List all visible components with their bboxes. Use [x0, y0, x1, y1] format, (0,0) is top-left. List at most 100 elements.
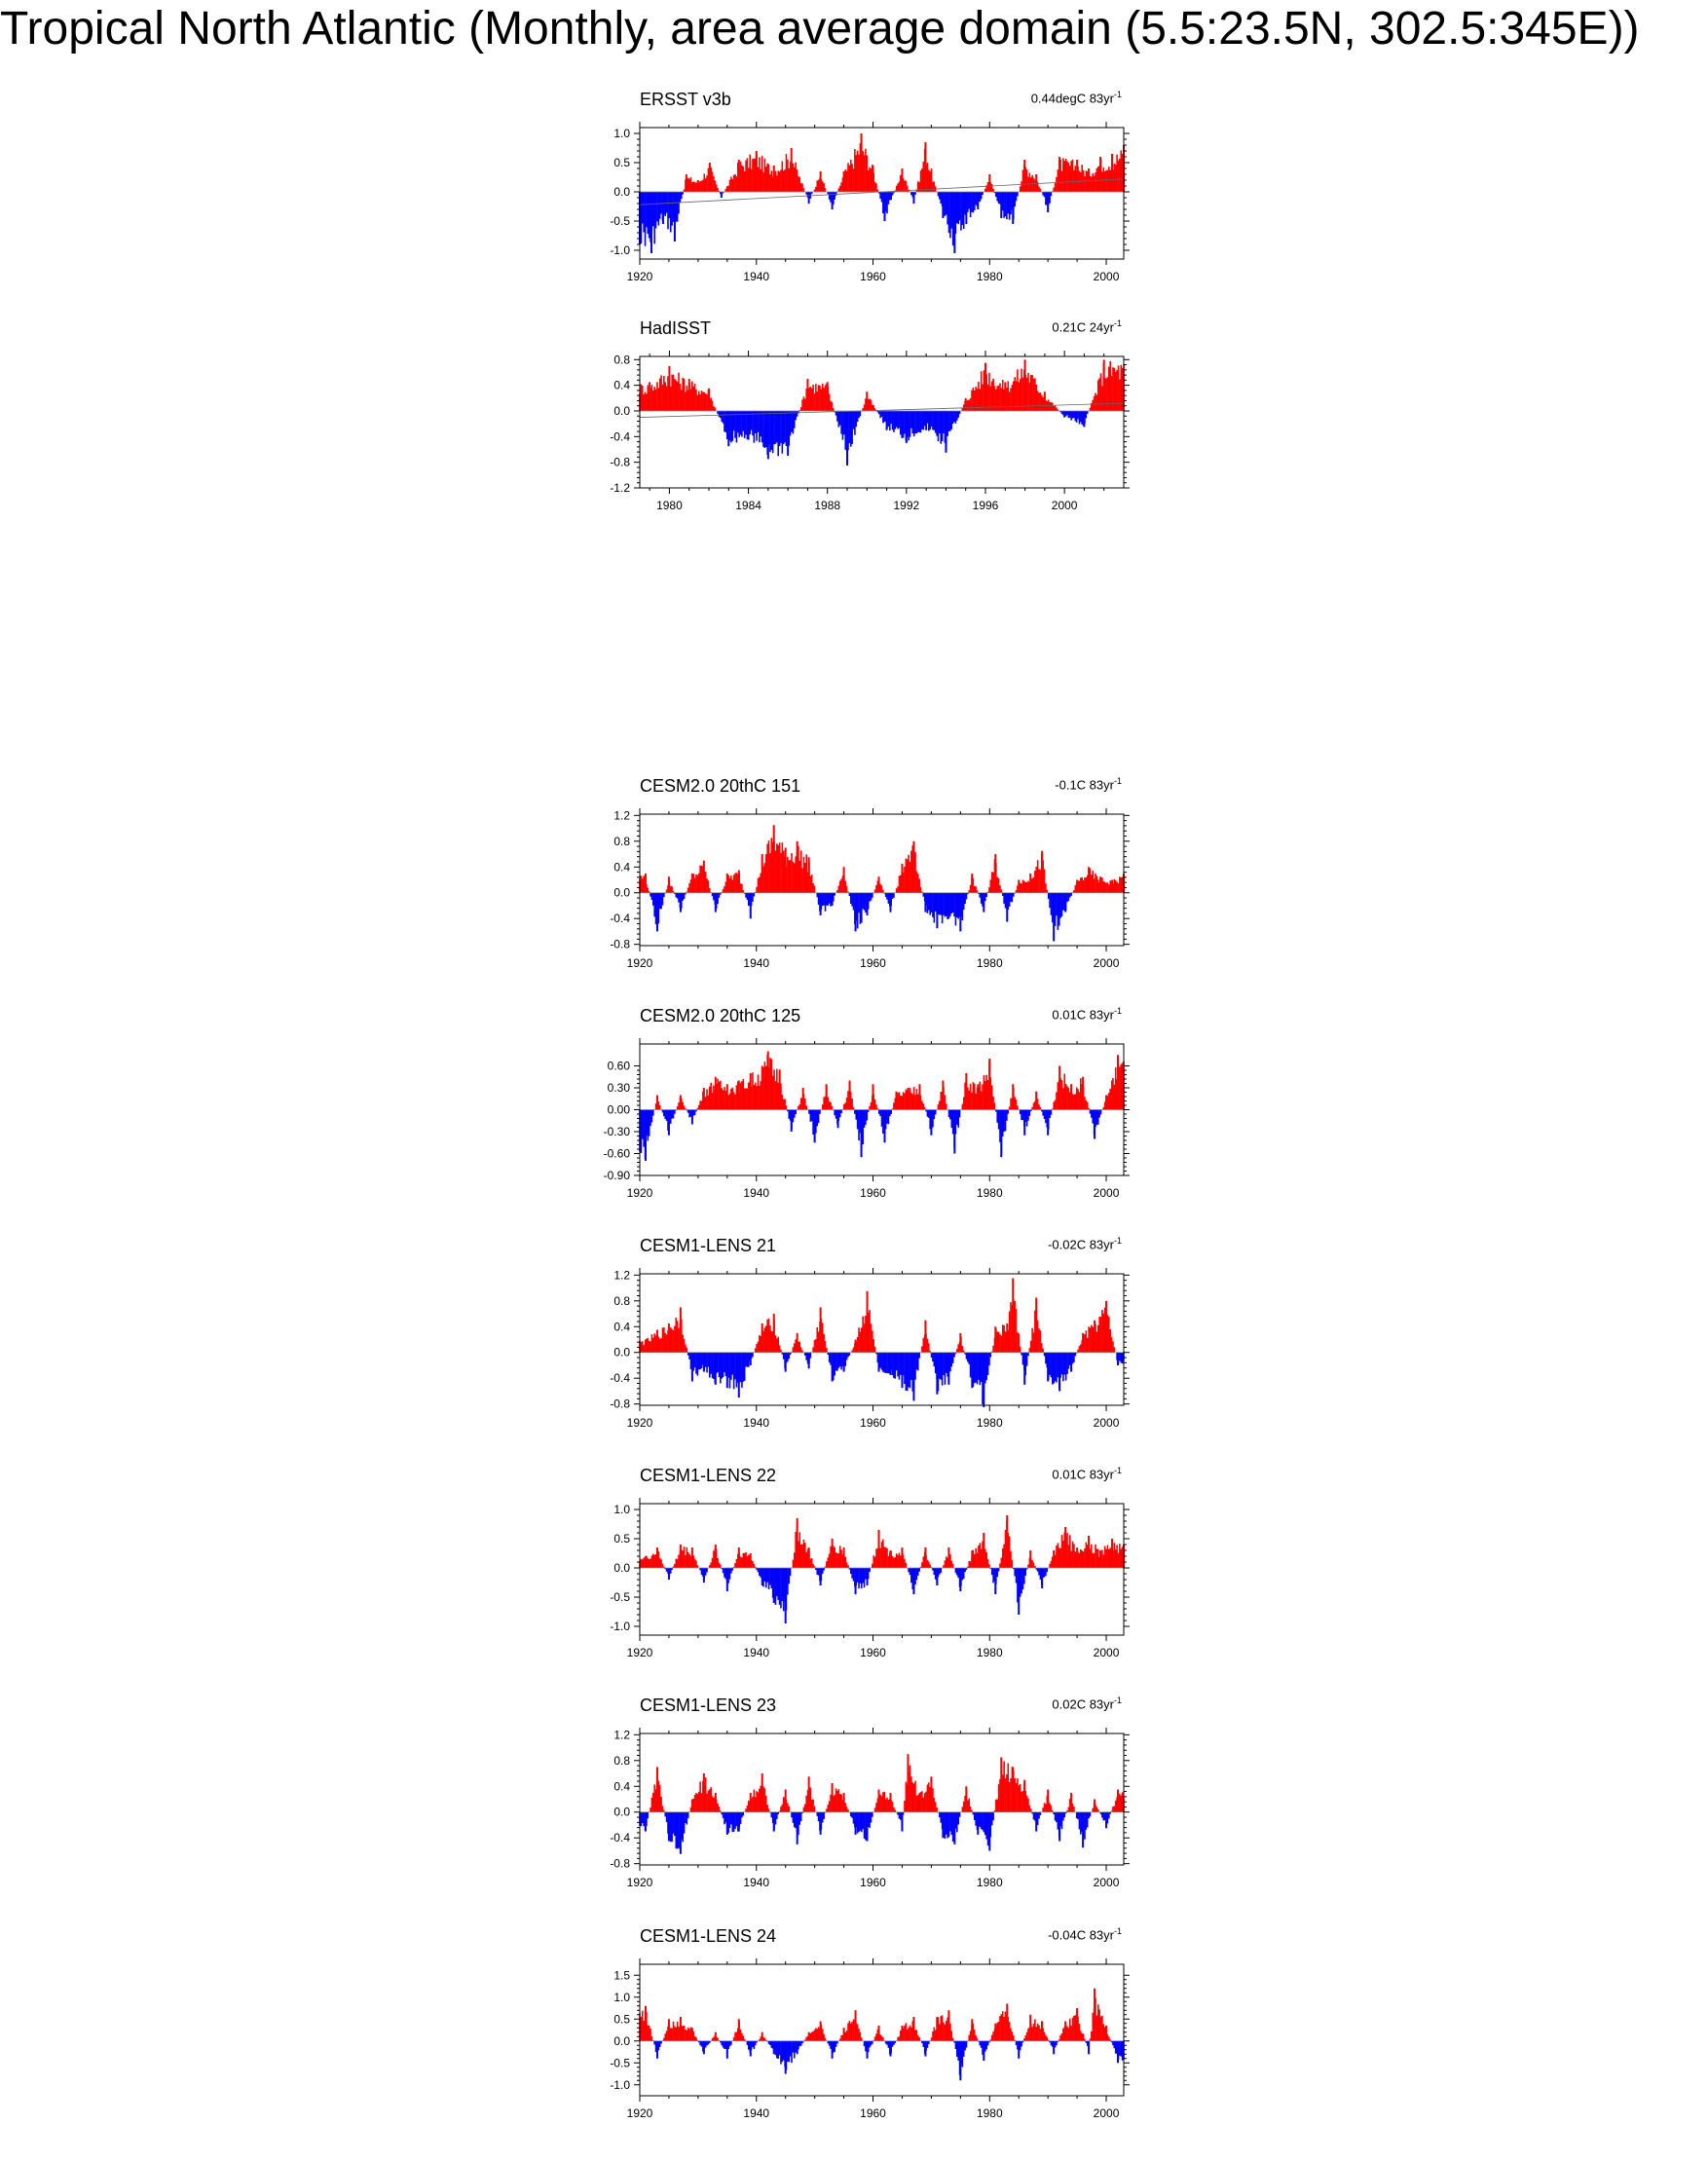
x-tick-label: 1920	[627, 270, 653, 283]
x-tick-label: 1920	[627, 1646, 653, 1659]
chart-panel: CESM1-LENS 23 0.02C 83yr-1 1.2 0.8 0.4 0.0 -0.…	[584, 1695, 1169, 1893]
x-tick-label: 1980	[977, 1186, 1003, 1200]
y-tick-label: -1.0	[610, 2078, 630, 2092]
y-tick-label: 1.2	[613, 1268, 630, 1282]
y-tick-label: 1.2	[613, 1728, 630, 1741]
y-tick-label: 0.0	[613, 1346, 630, 1360]
y-tick-label: -0.8	[610, 1857, 630, 1871]
x-tick-label: 1940	[743, 1416, 769, 1430]
chart-svg: 1.2 0.8 0.4 0.0 -0.4 -0.8 1920 1940 1960 1980 2000	[610, 1268, 1130, 1430]
trend-label: 0.02C 83yr-1	[1052, 1695, 1122, 1711]
y-tick-label: 0.5	[613, 156, 630, 169]
y-tick-label: -0.8	[610, 938, 630, 951]
plot-frame	[639, 127, 1125, 260]
y-tick-label: 0.00	[608, 1103, 631, 1117]
chart-panel: CESM1-LENS 24 -0.04C 83yr-1 1.5 1.0 0.5 0.0 -0…	[584, 1926, 1169, 2124]
trend-exponent: -1	[1113, 1926, 1122, 1936]
y-tick-label: 0.4	[613, 1779, 630, 1793]
y-tick-label: 0.8	[613, 835, 630, 848]
y-tick-label: -0.90	[604, 1169, 631, 1182]
x-tick-label: 1980	[977, 956, 1003, 970]
x-tick-label: 1920	[627, 2106, 653, 2120]
x-tick-label: 1960	[860, 1416, 886, 1430]
anomaly-bars	[639, 825, 1125, 942]
trend-exponent: -1	[1113, 1236, 1122, 1246]
plot-frame	[639, 1503, 1125, 1636]
y-tick-label: 0.0	[613, 1561, 630, 1575]
x-tick-label: 1920	[627, 1186, 653, 1200]
anomaly-bars	[639, 133, 1125, 253]
y-tick-label: 1.5	[613, 1968, 630, 1982]
x-tick-label: 2000	[1094, 956, 1120, 970]
y-tick-label: -0.4	[610, 1371, 630, 1385]
trend-value: -0.04C 83yr	[1048, 1927, 1114, 1943]
trend-label: -0.1C 83yr-1	[1055, 776, 1122, 792]
trend-value: 0.44degC 83yr	[1030, 91, 1114, 106]
plot-frame	[639, 1733, 1125, 1866]
y-tick-label: 0.30	[608, 1081, 631, 1095]
panel-title: CESM1-LENS 21	[640, 1236, 777, 1255]
trend-label: 0.44degC 83yr-1	[1031, 90, 1122, 105]
x-tick-label: 2000	[1094, 270, 1120, 283]
y-tick-label: 0.0	[613, 185, 630, 199]
chart-svg: 1.2 0.8 0.4 0.0 -0.4 -0.8 1920 1940 1960 1980 2000	[610, 808, 1130, 970]
trend-exponent: -1	[1113, 90, 1122, 99]
anomaly-bars	[639, 1051, 1125, 1161]
panel-title: HadISST	[640, 318, 712, 338]
y-tick-label: 0.4	[613, 1320, 630, 1333]
trend-value: 0.02C 83yr	[1052, 1696, 1114, 1712]
x-tick-label: 1980	[977, 1646, 1003, 1659]
x-tick-label: 1940	[743, 2106, 769, 2120]
trend-value: 0.01C 83yr	[1052, 1007, 1114, 1023]
x-tick-label: 2000	[1094, 1876, 1120, 1889]
y-tick-label: 1.0	[613, 1991, 630, 2004]
chart-panel: HadISST 0.21C 24yr-1 0.8 0.4 0.0 -0.4 -0.8 -1.2…	[584, 318, 1169, 516]
panel-title: CESM1-LENS 22	[640, 1466, 777, 1485]
chart-panel: ERSST v3b 0.44degC 83yr-1 1.0 0.5 0.0 -0.5 -1.…	[584, 90, 1169, 287]
plot-frame	[639, 1273, 1125, 1406]
x-tick-label: 1996	[973, 499, 999, 512]
y-tick-label: -0.5	[610, 214, 630, 228]
x-tick-label: 2000	[1094, 1416, 1120, 1430]
chart-svg: 0.8 0.4 0.0 -0.4 -0.8 -1.2 1980 1984 1988 1992 199…	[610, 351, 1130, 512]
x-tick-label: 1988	[814, 499, 840, 512]
y-tick-label: 0.5	[613, 2012, 630, 2026]
chart-panel: CESM2.0 20thC 125 0.01C 83yr-1 0.60 0.30 0.0…	[584, 1006, 1169, 1204]
trend-label: 0.01C 83yr-1	[1052, 1006, 1122, 1022]
x-tick-label: 1992	[894, 499, 920, 512]
chart-panel: CESM1-LENS 21 -0.02C 83yr-1 1.2 0.8 0.4 0.0 -0…	[584, 1236, 1169, 1434]
trend-value: -0.02C 83yr	[1048, 1237, 1114, 1252]
y-tick-label: 0.60	[608, 1060, 631, 1073]
plot-frame	[639, 355, 1125, 489]
chart-panel: CESM2.0 20thC 151 -0.1C 83yr-1 1.2 0.8 0.4 0.…	[584, 776, 1169, 974]
x-tick-label: 1920	[627, 1876, 653, 1889]
trend-value: -0.1C 83yr	[1055, 777, 1114, 793]
y-tick-label: 1.0	[613, 1503, 630, 1516]
y-tick-label: -0.8	[610, 456, 630, 469]
y-tick-label: 0.5	[613, 1532, 630, 1546]
y-tick-label: -0.8	[610, 1397, 630, 1411]
anomaly-bars	[639, 1515, 1125, 1623]
y-tick-label: -1.0	[610, 243, 630, 257]
y-tick-label: -0.4	[610, 429, 630, 443]
reference-line	[639, 402, 1125, 418]
x-tick-label: 1980	[977, 1416, 1003, 1430]
panel-title: CESM1-LENS 24	[640, 1926, 777, 1946]
y-tick-label: 0.8	[613, 1754, 630, 1768]
chart-panel: CESM1-LENS 22 0.01C 83yr-1 1.0 0.5 0.0 -0.5 -1…	[584, 1466, 1169, 1663]
y-tick-label: -0.5	[610, 2056, 630, 2069]
plot-frame	[639, 1963, 1125, 2097]
anomaly-bars	[639, 1278, 1125, 1407]
trend-exponent: -1	[1113, 1006, 1122, 1016]
trend-value: 0.21C 24yr	[1052, 319, 1114, 335]
trend-label: -0.04C 83yr-1	[1048, 1926, 1122, 1942]
x-tick-label: 1960	[860, 1646, 886, 1659]
panel-title: CESM1-LENS 23	[640, 1695, 777, 1715]
chart-svg: 1.5 1.0 0.5 0.0 -0.5 -1.0 1920 1940 1960 1980 2000	[610, 1958, 1130, 2120]
y-tick-label: 0.0	[613, 404, 630, 418]
panel-title: CESM2.0 20thC 125	[640, 1006, 801, 1025]
trend-label: 0.01C 83yr-1	[1052, 1466, 1122, 1481]
x-tick-label: 1940	[743, 1646, 769, 1659]
x-tick-label: 1940	[743, 270, 769, 283]
x-tick-label: 1940	[743, 956, 769, 970]
